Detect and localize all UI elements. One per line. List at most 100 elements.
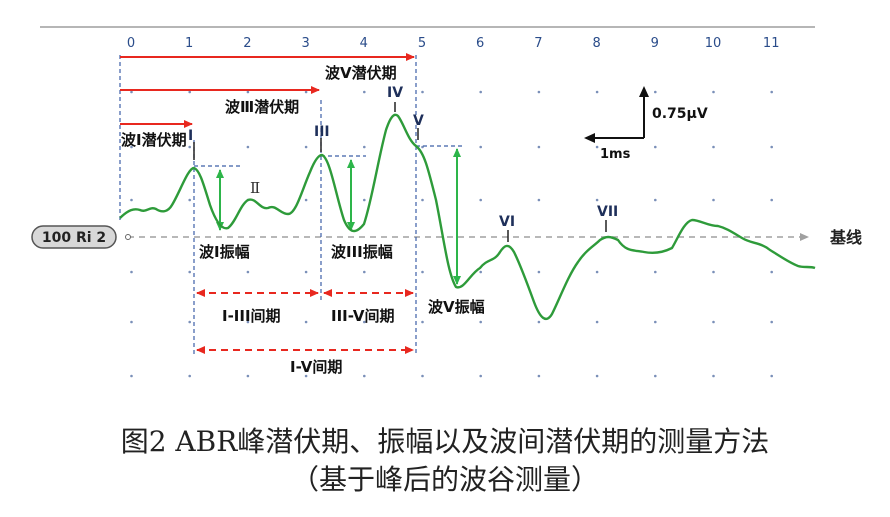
grid-dot	[188, 145, 191, 149]
grid-dot	[363, 145, 366, 149]
wave-v-amplitude-label: 波V振幅	[428, 298, 485, 316]
grid-dot	[770, 90, 773, 94]
abr-waveform	[119, 113, 816, 321]
grid-dot	[537, 270, 541, 274]
grid-dot	[654, 270, 657, 274]
grid-dot	[188, 198, 191, 202]
grid-dot	[712, 198, 715, 202]
grid-dot	[304, 145, 308, 149]
grid-dot	[363, 198, 366, 202]
peak-iv-label: IV	[387, 85, 403, 101]
tick-label: 3	[301, 36, 309, 51]
grid-dot	[130, 270, 133, 274]
grid-dot	[595, 90, 599, 94]
iii-v-interval-label: III-V间期	[331, 307, 395, 325]
grid-dot	[304, 374, 308, 378]
i-iii-interval-label: I-III间期	[222, 307, 281, 325]
grid-dot	[654, 198, 657, 202]
grid-dot	[712, 270, 715, 274]
tick-label: 4	[360, 36, 368, 51]
interval-arrows	[196, 289, 414, 354]
grid-dot	[188, 90, 191, 94]
amplitude-arrows	[216, 148, 461, 285]
grid-dot	[537, 374, 541, 378]
tick-label: 0	[127, 36, 135, 51]
peak-ii-label: Ⅱ	[250, 179, 260, 197]
grid-dot	[246, 270, 250, 274]
i-v-interval-label: I-V间期	[290, 358, 342, 376]
scale-vertical-label: 0.75μV	[652, 106, 708, 122]
grid-dot	[537, 90, 541, 94]
tick-label: 6	[476, 36, 484, 51]
grid-dot	[479, 90, 483, 94]
grid-dot	[595, 374, 599, 378]
grid-dot	[363, 270, 366, 274]
time-tick-labels: 0 1 2 3 4 5 6 7 8 9 10 11	[127, 36, 780, 51]
grid-dot	[712, 145, 715, 149]
grid-dot	[304, 320, 308, 324]
grid-dot	[246, 374, 250, 378]
grid-dot	[654, 145, 657, 149]
grid-dot	[304, 270, 308, 274]
grid-dot	[421, 320, 424, 324]
figure-caption-line2: （基于峰后的波谷测量）	[290, 463, 599, 496]
grid-dot	[654, 374, 657, 378]
grid-dot	[595, 320, 599, 324]
tick-label: 8	[592, 36, 600, 51]
tick-label: 5	[418, 36, 426, 51]
grid-dot	[130, 90, 133, 94]
grid-dot	[712, 320, 715, 324]
grid-dot	[770, 320, 773, 324]
scale-horizontal-label: 1ms	[600, 147, 631, 162]
grid-dot	[246, 90, 250, 94]
figure-caption-line1: 图2 ABR峰潜伏期、振幅以及波间潜伏期的测量方法	[120, 425, 770, 458]
grid-dot	[770, 374, 773, 378]
grid-dot	[363, 90, 366, 94]
grid-dot	[130, 198, 133, 202]
tick-label: 11	[763, 36, 780, 51]
grid-dot	[188, 374, 191, 378]
tick-label: 2	[243, 36, 251, 51]
channel-label: 100 Ri 2	[42, 230, 106, 246]
wave-v-latency-label: 波V潜伏期	[325, 64, 397, 82]
wave-i-latency-label: 波I潜伏期	[121, 131, 187, 149]
latency-arrows	[120, 53, 415, 128]
grid-dot	[363, 320, 366, 324]
grid-dot	[537, 198, 541, 202]
peak-v-label: V	[413, 113, 424, 129]
grid-dot	[304, 90, 308, 94]
grid-dot	[770, 145, 773, 149]
peak-iii-label: III	[314, 124, 330, 140]
grid-dot	[246, 320, 250, 324]
channel-label-box: 100 Ri 2	[31, 225, 117, 249]
grid-dot	[479, 270, 483, 274]
grid-dot	[421, 90, 424, 94]
grid-dot	[421, 270, 424, 274]
peak-vi-label: VI	[499, 214, 515, 230]
grid-dot	[479, 374, 483, 378]
wave-i-amplitude-label: 波I振幅	[199, 243, 250, 261]
baseline-label: 基线	[829, 228, 862, 247]
peak-i-label: I	[188, 128, 193, 144]
peak-ticks	[193, 102, 607, 242]
grid-dot	[246, 145, 250, 149]
grid-dot	[537, 320, 541, 324]
grid-dot	[537, 145, 541, 149]
tick-label: 7	[534, 36, 542, 51]
grid-dot	[654, 90, 657, 94]
grid-dot	[130, 374, 133, 378]
guide-lines	[119, 55, 462, 355]
grid-dot	[479, 145, 483, 149]
baseline-origin-dot	[125, 234, 131, 240]
grid-dot	[479, 198, 483, 202]
grid-dot	[130, 320, 133, 324]
grid-dot	[188, 320, 191, 324]
wave-iii-latency-label: 波Ⅲ潜伏期	[225, 98, 299, 116]
grid-dot	[188, 270, 191, 274]
grid-dot	[770, 270, 773, 274]
peak-labels: I Ⅱ III IV V VI VII	[188, 85, 618, 230]
latency-labels: 波V潜伏期 波Ⅲ潜伏期 波I潜伏期	[121, 64, 397, 149]
wave-iii-amplitude-label: 波III振幅	[331, 243, 393, 261]
amplitude-labels: 波I振幅 波III振幅 波V振幅	[199, 243, 485, 316]
